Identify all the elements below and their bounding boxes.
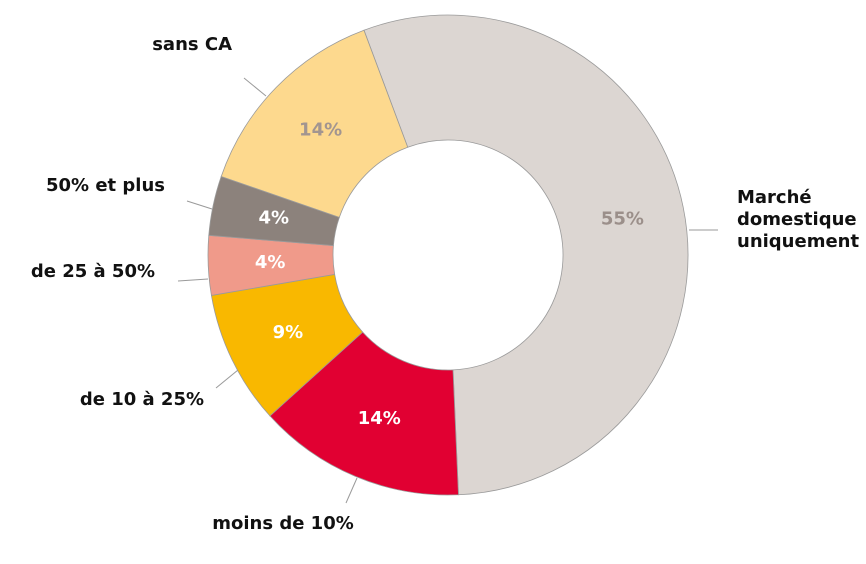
category-label: moins de 10% bbox=[212, 513, 354, 534]
leader-line bbox=[215, 369, 239, 389]
leader-line bbox=[177, 278, 209, 282]
value-label: 4% bbox=[259, 207, 290, 228]
category-label: de 10 à 25% bbox=[80, 389, 204, 410]
value-label: 4% bbox=[255, 252, 286, 273]
donut-slice bbox=[269, 331, 459, 496]
category-label: sans CA bbox=[152, 34, 232, 55]
value-label: 14% bbox=[358, 408, 401, 429]
category-label: Marché domestique uniquement bbox=[737, 187, 859, 252]
category-label-line: Marché bbox=[737, 187, 812, 208]
donut-slice bbox=[220, 29, 409, 218]
category-label-line: domestique bbox=[737, 209, 857, 230]
donut-slice bbox=[363, 14, 689, 496]
category-label: 50% et plus bbox=[46, 175, 165, 196]
value-label: 9% bbox=[273, 322, 304, 343]
leader-line bbox=[186, 200, 213, 210]
leader-line bbox=[243, 77, 267, 97]
leader-line bbox=[345, 477, 358, 504]
category-label-line: uniquement bbox=[737, 231, 859, 252]
category-label: de 25 à 50% bbox=[31, 261, 155, 282]
value-label: 55% bbox=[601, 209, 644, 230]
value-label: 14% bbox=[299, 120, 342, 141]
